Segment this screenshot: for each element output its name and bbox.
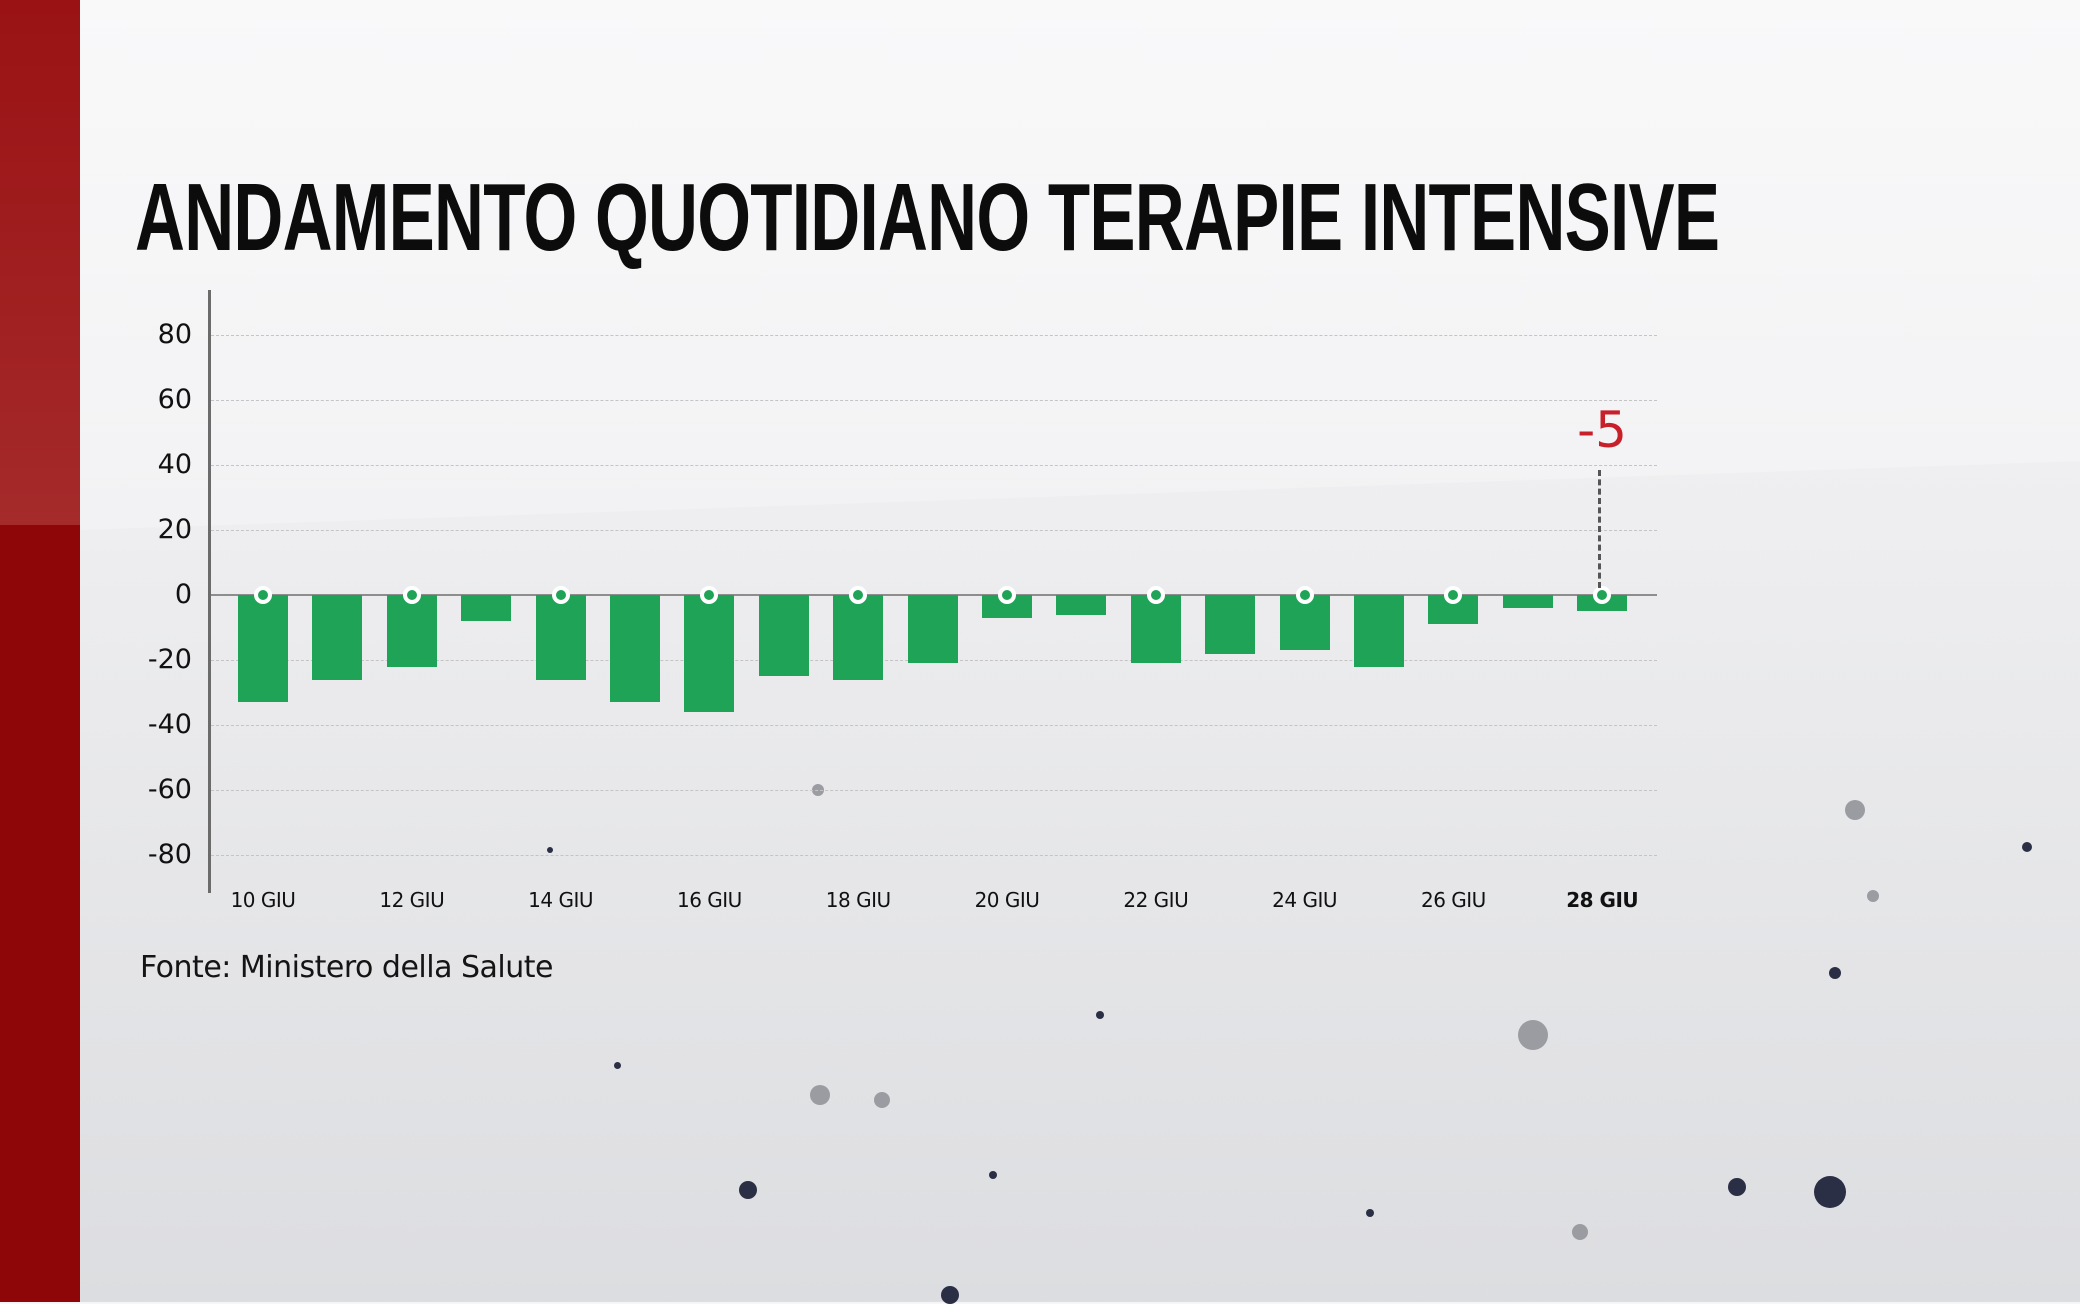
- data-point-marker: [254, 586, 272, 604]
- x-tick-label: 12 GIU: [379, 888, 445, 912]
- y-tick-label: 0: [174, 579, 192, 610]
- decorative-dot: [1572, 1224, 1588, 1240]
- y-tick-label: 60: [157, 384, 192, 415]
- x-tick-label: 22 GIU: [1123, 888, 1189, 912]
- data-point-marker: [551, 586, 570, 604]
- y-tick-label: 40: [157, 449, 192, 480]
- gridline: [211, 400, 1657, 401]
- background-wedge: [80, 0, 2080, 530]
- bar-18-giu: [833, 595, 884, 680]
- decorative-dot: [547, 847, 553, 853]
- y-tick-label: -80: [147, 839, 192, 870]
- bar-15-giu: [610, 595, 660, 703]
- gridline: [211, 855, 1657, 856]
- gridline: [211, 530, 1657, 531]
- data-point-marker: [998, 586, 1016, 604]
- callout-leader-line: [1598, 470, 1601, 588]
- bar-20-giu: [982, 595, 1032, 618]
- decorative-dot: [1366, 1209, 1374, 1217]
- decorative-dot: [1845, 800, 1865, 820]
- decorative-dot: [810, 1085, 830, 1105]
- decorative-dot: [1728, 1178, 1746, 1196]
- data-point-marker: [700, 586, 719, 604]
- bar-24-giu: [1279, 595, 1330, 651]
- gridline: [211, 725, 1657, 726]
- y-tick-label: -40: [147, 709, 192, 740]
- data-point-marker: [1295, 586, 1314, 604]
- x-tick-label: 20 GIU: [974, 888, 1040, 912]
- side-stripe-highlight: [0, 0, 80, 525]
- y-tick-label: 20: [157, 514, 192, 545]
- x-tick-label: 14 GIU: [528, 888, 594, 912]
- callout-value: -5: [1577, 401, 1627, 459]
- bar-25-giu: [1354, 595, 1404, 667]
- side-stripe: [0, 0, 80, 1302]
- x-tick-label: 10 GIU: [230, 888, 296, 912]
- y-tick-label: -20: [147, 644, 192, 675]
- gridline: [211, 465, 1657, 466]
- x-tick-label: 16 GIU: [676, 888, 742, 912]
- decorative-dot: [1814, 1176, 1846, 1208]
- bar-19-giu: [907, 595, 958, 664]
- x-tick-label: 18 GIU: [825, 888, 891, 912]
- decorative-dot: [989, 1171, 997, 1179]
- decorative-dot: [874, 1092, 890, 1108]
- bar-21-giu: [1056, 595, 1107, 615]
- decorative-dot: [739, 1181, 757, 1199]
- bar-22-giu: [1130, 595, 1181, 664]
- x-tick-label: 28 GIU: [1566, 888, 1639, 912]
- source-note: Fonte: Ministero della Salute: [140, 950, 554, 985]
- x-tick-label: 26 GIU: [1420, 888, 1486, 912]
- data-point-marker: [849, 586, 868, 604]
- bar-13-giu: [461, 595, 512, 621]
- y-tick-label: -60: [147, 774, 192, 805]
- bar-23-giu: [1205, 595, 1256, 654]
- decorative-dot: [1867, 890, 1879, 902]
- decorative-dot: [1518, 1020, 1548, 1050]
- data-point-marker: [1444, 586, 1463, 604]
- bar-17-giu: [758, 595, 809, 677]
- decorative-dot: [1829, 967, 1841, 979]
- data-point-marker: [402, 586, 421, 604]
- decorative-dot: [2022, 842, 2032, 852]
- decorative-dot: [941, 1286, 959, 1304]
- gridline: [211, 335, 1657, 336]
- x-tick-label: 24 GIU: [1272, 888, 1338, 912]
- bar-27-giu: [1502, 595, 1553, 608]
- bar-10-giu: [238, 595, 288, 703]
- chart-title: ANDAMENTO QUOTIDIANO TERAPIE INTENSIVE: [135, 164, 1720, 271]
- bar-14-giu: [535, 595, 586, 680]
- y-tick-label: 80: [157, 319, 192, 350]
- bar-12-giu: [386, 595, 437, 667]
- decorative-dot: [1096, 1011, 1104, 1019]
- data-point-marker: [1146, 586, 1165, 604]
- gridline: [211, 790, 1657, 791]
- bar-16-giu: [684, 595, 735, 712]
- y-axis: [208, 290, 211, 893]
- decorative-dot: [613, 1061, 621, 1069]
- data-point-marker: [1593, 586, 1612, 604]
- bar-11-giu: [312, 595, 363, 680]
